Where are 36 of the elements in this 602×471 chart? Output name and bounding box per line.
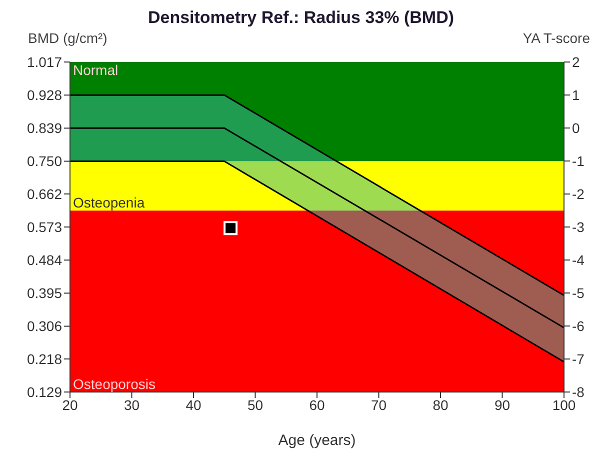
chart-title: Densitometry Ref.: Radius 33% (BMD): [146, 8, 456, 29]
x-tick-label: 50: [247, 396, 264, 413]
x-tick-label: 40: [186, 396, 202, 413]
y-tick-label: 0.306: [26, 318, 62, 334]
x-tick-label: 60: [309, 396, 325, 413]
y-tick-label: 0.395: [26, 285, 62, 302]
y2-axis-title: YA T-score: [522, 30, 590, 48]
y2-tick-label: 2: [572, 54, 580, 70]
x-tick-label: 20: [62, 396, 78, 413]
y2-tick-label: 1: [572, 86, 580, 103]
x-tick-label: 90: [494, 396, 510, 413]
y-tick-label: 1.017: [26, 54, 62, 70]
x-axis-title: Age (years): [278, 432, 356, 449]
band-label: Osteoporosis: [73, 376, 156, 392]
y-tick-label: 0.129: [26, 384, 62, 400]
y-axis-title: BMD (g/cm²): [28, 30, 108, 48]
y-tick-label: 0.750: [26, 153, 62, 170]
y2-tick-label: -3: [572, 218, 585, 235]
x-tick-label: 70: [370, 396, 387, 413]
x-tick-label: 30: [124, 396, 140, 413]
y2-tick-label: -4: [572, 252, 585, 268]
y2-tick-label: -5: [572, 284, 585, 301]
y2-tick-label: -7: [572, 350, 585, 367]
band-label: Osteopenia: [73, 194, 145, 211]
x-tick-label: 80: [432, 396, 448, 413]
y-tick-label: 0.218: [26, 350, 62, 367]
band-label: Normal: [73, 62, 118, 78]
y-tick-label: 0.928: [26, 87, 62, 104]
y-tick-label: 0.573: [26, 218, 62, 235]
y2-tick-label: -2: [572, 186, 585, 202]
y-tick-label: 0.484: [26, 252, 62, 268]
y2-tick-label: -6: [572, 318, 585, 334]
y2-tick-label: 0: [572, 120, 580, 136]
y-tick-label: 0.839: [26, 120, 62, 136]
y2-tick-label: -1: [572, 152, 585, 169]
y-tick-label: 0.662: [26, 186, 62, 202]
